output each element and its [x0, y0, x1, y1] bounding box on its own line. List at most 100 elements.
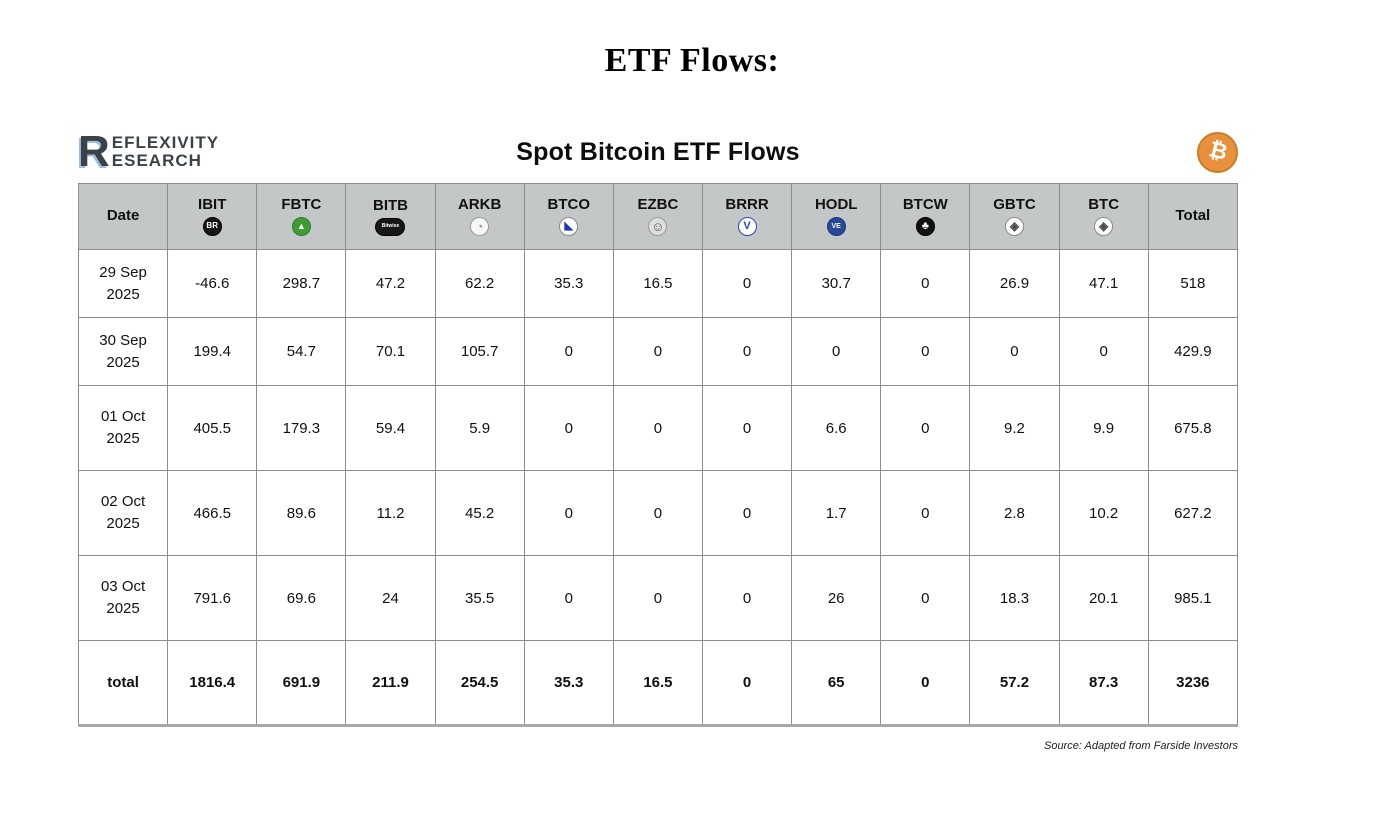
value-cell: 0 — [880, 317, 971, 386]
total-value-cell: 57.2 — [969, 640, 1060, 726]
value-cell: 62.2 — [434, 249, 525, 318]
value-cell: 35.5 — [434, 555, 525, 641]
value-cell: 0 — [612, 555, 703, 641]
etf-flows-table: Date IBIT BR FBTC ▲ BITB Bitwise ARKB ◔ BTCO ◣ EZBC… — [77, 183, 1239, 727]
value-cell: 30.7 — [791, 249, 882, 318]
value-cell: 179.3 — [256, 385, 347, 471]
table-row: 30 Sep 2025 199.4 54.7 70.1 105.7 0 0 0 0 0 0 0 429.… — [77, 317, 1239, 386]
etf-flows-card: R EFLEXIVITY ESEARCH Spot Bitcoin ETF Fl… — [77, 124, 1239, 752]
value-cell: 0 — [701, 555, 793, 641]
grand-total-cell: 3236 — [1147, 640, 1239, 726]
value-cell: 69.6 — [256, 555, 347, 641]
value-cell: 0 — [612, 317, 703, 386]
row-total-cell: 518 — [1147, 249, 1239, 318]
table-row: 01 Oct 2025 405.5 179.3 59.4 5.9 0 0 0 6.6 0 9.2 9.… — [77, 385, 1239, 471]
col-label: GBTC — [993, 196, 1036, 214]
value-cell: 26 — [791, 555, 882, 641]
table-head: Date IBIT BR FBTC ▲ BITB Bitwise ARKB ◔ BTCO ◣ EZBC… — [77, 183, 1239, 250]
value-cell: 45.2 — [434, 470, 525, 556]
franklin-templeton-icon: ☺ — [648, 216, 668, 236]
total-value-cell: 0 — [701, 640, 793, 726]
date-cell: 03 Oct 2025 — [77, 555, 169, 641]
col-label: ARKB — [457, 196, 502, 214]
col-label: EZBC — [637, 196, 679, 214]
value-cell: 47.1 — [1058, 249, 1149, 318]
date-cell: 30 Sep 2025 — [77, 317, 169, 386]
wisdomtree-icon: ♣ — [915, 216, 935, 236]
col-header-bitb: BITB Bitwise — [345, 183, 436, 250]
invesco-icon: ◣ — [559, 216, 579, 236]
value-cell: 6.6 — [791, 385, 882, 471]
table-row: 03 Oct 2025 791.6 69.6 24 35.5 0 0 0 26 0 18.3 20.1… — [77, 555, 1239, 641]
value-cell: 199.4 — [167, 317, 258, 386]
value-cell: 298.7 — [256, 249, 347, 318]
total-value-cell: 65 — [791, 640, 882, 726]
value-cell: 20.1 — [1058, 555, 1149, 641]
col-label: FBTC — [281, 196, 322, 214]
date-cell: 02 Oct 2025 — [77, 470, 169, 556]
row-total-cell: 429.9 — [1147, 317, 1239, 386]
value-cell: 2.8 — [969, 470, 1060, 556]
page-title: ETF Flows: — [604, 42, 780, 79]
total-value-cell: 0 — [880, 640, 971, 726]
value-cell: 105.7 — [434, 317, 525, 386]
value-cell: 0 — [612, 385, 703, 471]
value-cell: 70.1 — [345, 317, 436, 386]
col-label: BTCO — [547, 196, 591, 214]
value-cell: 0 — [701, 249, 793, 318]
value-cell: 0 — [880, 385, 971, 471]
col-label: Total — [1175, 207, 1211, 225]
col-label: BRRR — [725, 196, 769, 214]
total-value-cell: 87.3 — [1058, 640, 1149, 726]
col-label: Date — [106, 207, 140, 225]
value-cell: 47.2 — [345, 249, 436, 318]
value-cell: 26.9 — [969, 249, 1060, 318]
total-value-cell: 16.5 — [612, 640, 703, 726]
col-header-date: Date — [77, 183, 169, 250]
source-note: Source: Adapted from Farside Investors — [1043, 740, 1238, 752]
total-value-cell: 211.9 — [345, 640, 436, 726]
value-cell: 0 — [791, 317, 882, 386]
value-cell: 89.6 — [256, 470, 347, 556]
value-cell: 10.2 — [1058, 470, 1149, 556]
value-cell: 54.7 — [256, 317, 347, 386]
date-cell: 29 Sep 2025 — [77, 249, 169, 318]
value-cell: 466.5 — [167, 470, 258, 556]
card-header: R EFLEXIVITY ESEARCH Spot Bitcoin ETF Fl… — [78, 124, 1238, 180]
value-cell: 5.9 — [434, 385, 525, 471]
total-value-cell: 254.5 — [434, 640, 525, 726]
total-value-cell: 1816.4 — [167, 640, 258, 726]
col-label: IBIT — [198, 196, 227, 214]
col-header-fbtc: FBTC ▲ — [256, 183, 347, 250]
total-value-cell: 35.3 — [523, 640, 614, 726]
value-cell: 0 — [701, 385, 793, 471]
row-total-cell: 985.1 — [1147, 555, 1239, 641]
row-total-cell: 675.8 — [1147, 385, 1239, 471]
col-header-btc: BTC ◈ — [1058, 183, 1149, 250]
bitwise-icon: Bitwise — [375, 217, 406, 236]
fidelity-icon: ▲ — [291, 216, 311, 236]
bitcoin-symbol: ₿ — [1205, 137, 1230, 166]
col-header-arkb: ARKB ◔ — [434, 183, 525, 250]
col-label: BTC — [1088, 196, 1120, 214]
value-cell: 0 — [969, 317, 1060, 386]
value-cell: 24 — [345, 555, 436, 641]
col-header-btcw: BTCW ♣ — [880, 183, 971, 250]
value-cell: 0 — [701, 317, 793, 386]
value-cell: 59.4 — [345, 385, 436, 471]
ark-invest-icon: ◔ — [470, 216, 490, 236]
value-cell: -46.6 — [167, 249, 258, 318]
row-total-cell: 627.2 — [1147, 470, 1239, 556]
bitcoin-icon: ₿ — [1197, 131, 1238, 173]
col-header-btco: BTCO ◣ — [523, 183, 614, 250]
grayscale-icon: ◈ — [1004, 216, 1024, 236]
value-cell: 0 — [880, 249, 971, 318]
value-cell: 0 — [1058, 317, 1149, 386]
value-cell: 0 — [523, 555, 614, 641]
value-cell: 0 — [701, 470, 793, 556]
value-cell: 9.9 — [1058, 385, 1149, 471]
value-cell: 35.3 — [523, 249, 614, 318]
value-cell: 0 — [523, 470, 614, 556]
value-cell: 1.7 — [791, 470, 882, 556]
